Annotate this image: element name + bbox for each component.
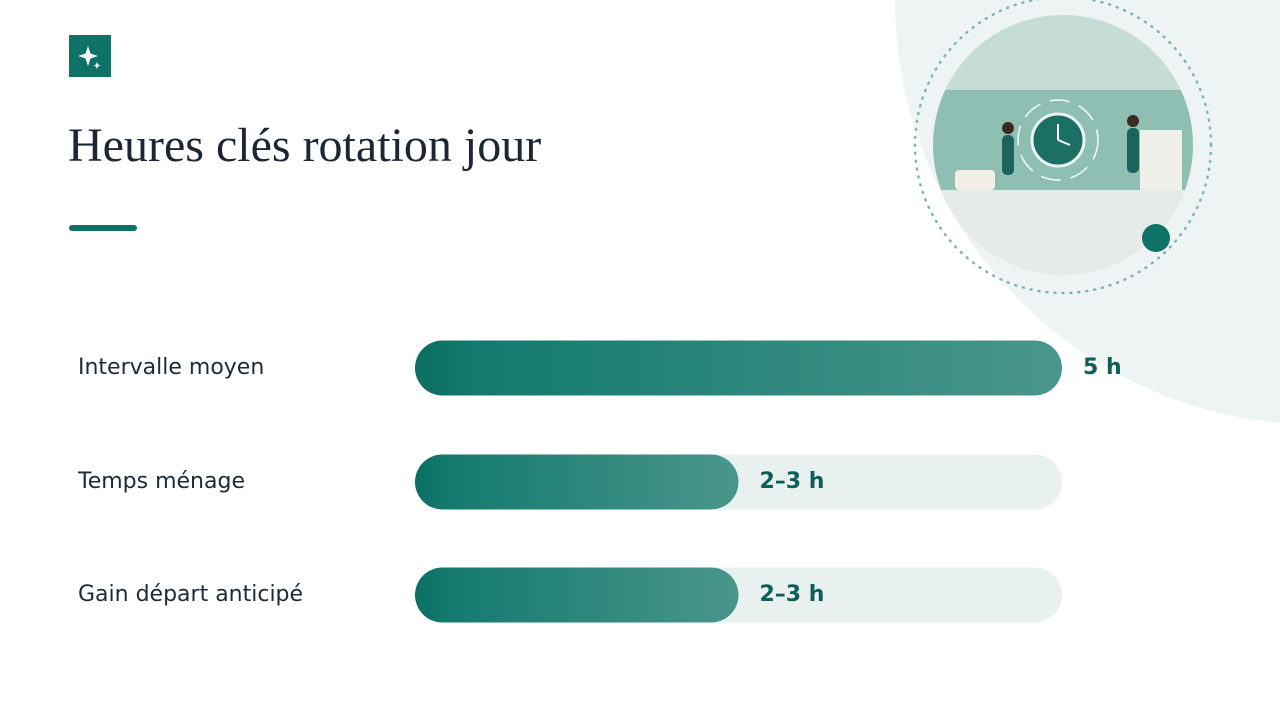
chart-title: Heures clés rotation jour [68, 119, 541, 172]
category-label: Gain départ anticipé [78, 582, 303, 607]
bar [415, 567, 739, 623]
category-label: Intervalle moyen [78, 355, 264, 380]
bar [415, 454, 739, 510]
value-label: 2–3 h [760, 582, 825, 607]
category-label: Temps ménage [77, 469, 245, 494]
title-underline [69, 225, 137, 231]
bar [415, 340, 1062, 396]
value-label: 5 h [1083, 355, 1122, 380]
dotted-ring [913, 0, 1213, 295]
value-label: 2–3 h [760, 469, 825, 494]
accent-dot [1142, 224, 1170, 252]
sparkle-small [93, 62, 101, 69]
sparkle [78, 46, 98, 66]
